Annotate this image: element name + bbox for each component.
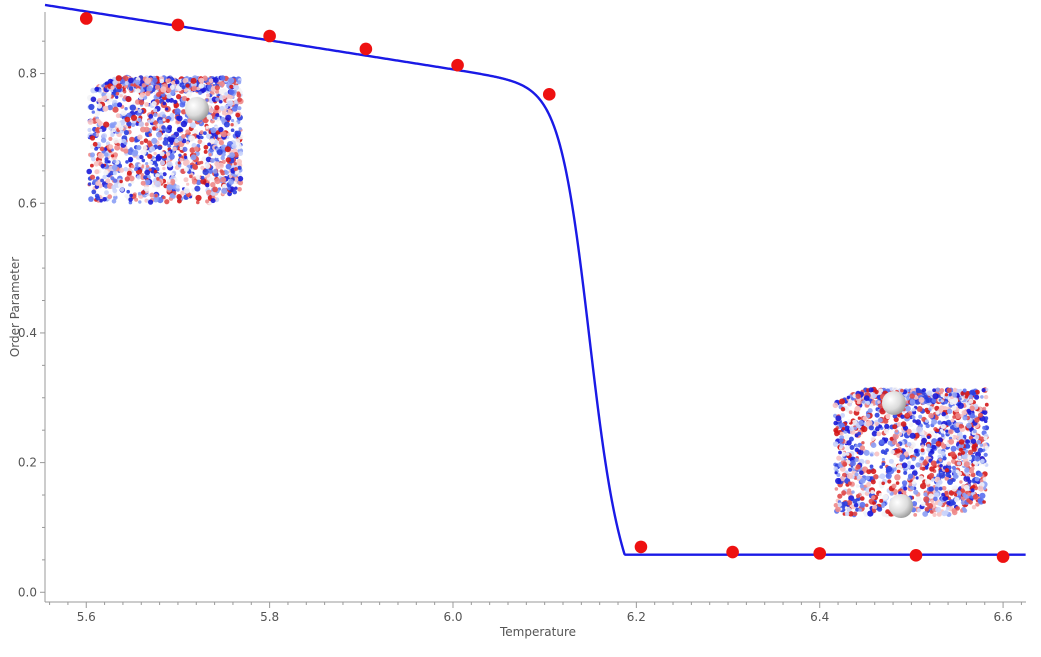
fit-curve-series	[44, 3, 1027, 556]
x-tick-label: 5.8	[260, 610, 279, 624]
y-tick-label: 0.4	[18, 326, 37, 340]
data-point	[634, 540, 648, 554]
y-tick-label: 0.6	[18, 196, 37, 210]
axis-tick-labels: 5.6 5.8 6.0 6.2 6.4 6.6 0.0 0.2 0.4 0.6 0.8	[18, 67, 1013, 624]
disordered-phase-snapshot	[832, 386, 990, 518]
x-tick-label: 6.6	[994, 610, 1013, 624]
data-point	[996, 550, 1010, 563]
data-point	[813, 547, 827, 560]
x-tick-label: 6.4	[810, 610, 829, 624]
axis-ticks	[40, 40, 1022, 608]
y-tick-label: 0.8	[18, 67, 37, 81]
x-tick-label: 6.2	[627, 610, 646, 624]
x-tick-label: 6.0	[443, 610, 462, 624]
data-point	[79, 12, 93, 25]
data-point	[726, 545, 739, 559]
data-point	[909, 549, 923, 562]
data-points	[79, 12, 1010, 563]
ordered-phase-snapshot	[86, 74, 244, 206]
y-tick-label: 0.2	[18, 456, 37, 470]
data-point	[359, 42, 373, 56]
data-point	[171, 18, 185, 32]
x-axis-label: Temperature	[499, 625, 576, 639]
data-point	[263, 29, 276, 43]
data-point	[451, 58, 464, 72]
y-tick-label: 0.0	[18, 585, 37, 599]
data-point	[542, 88, 556, 101]
x-tick-label: 5.6	[77, 610, 96, 624]
y-axis-label: Order Parameter	[8, 257, 22, 357]
